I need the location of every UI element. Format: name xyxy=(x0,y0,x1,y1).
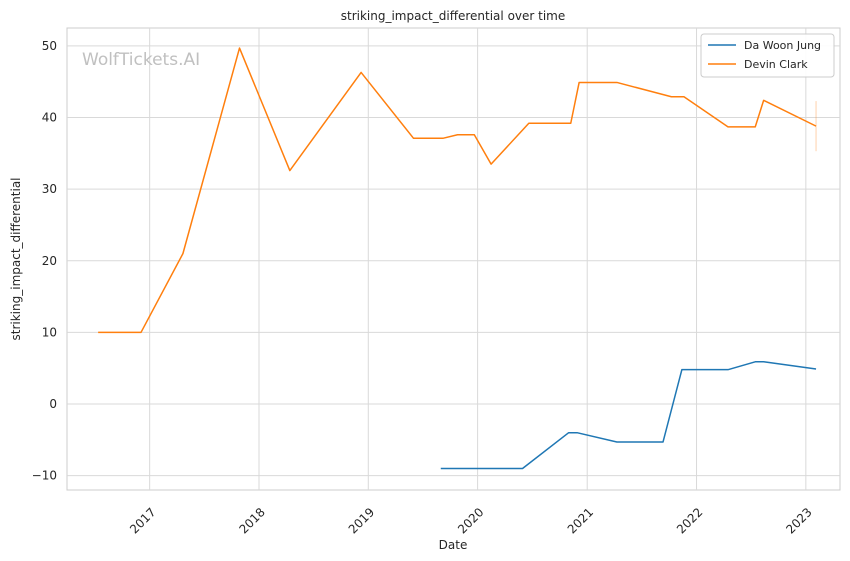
chart-title: striking_impact_differential over time xyxy=(341,9,566,23)
x-tick-label: 2019 xyxy=(346,505,377,536)
y-axis-label: striking_impact_differential xyxy=(9,177,23,340)
grid-layer xyxy=(67,28,840,490)
legend-label-devin-clark: Devin Clark xyxy=(744,58,808,71)
x-tick-label: 2017 xyxy=(127,505,158,536)
y-tick-label: −10 xyxy=(32,469,57,483)
y-tick-label: 0 xyxy=(49,397,57,411)
x-tick-label: 2020 xyxy=(455,505,486,536)
x-tick-label: 2023 xyxy=(783,505,814,536)
series-line-da-woon-jung xyxy=(440,361,817,470)
y-tick-label: 20 xyxy=(42,254,57,268)
y-tick-label: 50 xyxy=(42,39,57,53)
watermark-text: WolfTickets.AI xyxy=(82,50,200,70)
x-tick-label: 2021 xyxy=(565,505,596,536)
plot-area xyxy=(66,27,841,491)
y-tick-label: 10 xyxy=(42,325,57,339)
x-tick-label: 2018 xyxy=(236,505,267,536)
series-layer xyxy=(98,47,817,470)
x-axis-label: Date xyxy=(439,538,468,552)
y-tick-label: 40 xyxy=(42,111,57,125)
legend: Da Woon Jung Devin Clark xyxy=(700,33,835,78)
y-tick-label: 30 xyxy=(42,182,57,196)
series-line-devin-clark xyxy=(98,47,817,334)
legend-label-da-woon-jung: Da Woon Jung xyxy=(744,39,821,52)
x-tick-label: 2022 xyxy=(674,505,705,536)
